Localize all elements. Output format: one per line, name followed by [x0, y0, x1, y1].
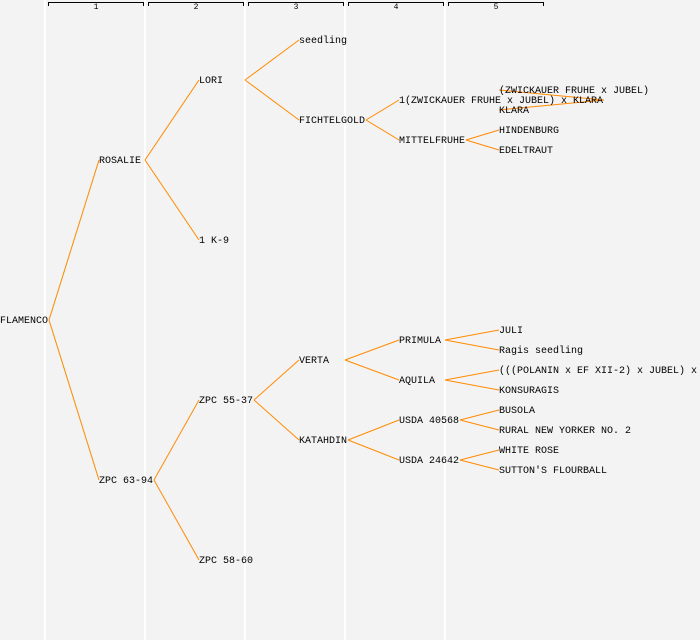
pedigree-node[interactable]: JULI — [499, 326, 524, 337]
generation-label-1: 1 — [93, 3, 99, 12]
pedigree-node[interactable]: ZPC 63-94 — [99, 476, 154, 487]
pedigree-node[interactable]: RURAL NEW YORKER NO. 2 — [499, 426, 632, 437]
pedigree-node[interactable]: (ZWICKAUER FRUHE x JUBEL) — [499, 86, 650, 97]
pedigree-link — [153, 479, 200, 561]
pedigree-link — [459, 419, 500, 431]
pedigree-node[interactable]: HINDENBURG — [499, 126, 560, 137]
generation-bracket — [248, 2, 344, 6]
pedigree-node[interactable]: BUSOLA — [499, 406, 536, 417]
column-divider — [344, 0, 346, 640]
pedigree-link — [498, 99, 605, 111]
pedigree-link — [459, 459, 500, 471]
pedigree-link — [347, 419, 400, 441]
pedigree-link — [465, 139, 500, 151]
generation-label-4: 4 — [393, 3, 399, 12]
pedigree-node[interactable]: (((POLANIN x EF XII-2) x JUBEL) x — [499, 366, 698, 377]
generation-label-2: 2 — [193, 3, 199, 12]
pedigree-node[interactable]: LORI — [199, 76, 224, 87]
column-divider — [444, 0, 446, 640]
pedigree-node[interactable]: MITTELFRUHE — [399, 136, 466, 147]
pedigree-node[interactable]: SUTTON'S FLOURBALL — [499, 466, 608, 477]
generation-label-3: 3 — [293, 3, 299, 12]
pedigree-node[interactable]: seedling — [299, 36, 348, 47]
column-divider — [144, 0, 146, 640]
pedigree-link — [498, 89, 605, 101]
pedigree-link — [48, 319, 100, 481]
pedigree-node[interactable]: FLAMENCO — [0, 316, 49, 327]
column-divider — [44, 0, 46, 640]
pedigree-link — [253, 399, 300, 441]
pedigree-node[interactable]: KATAHDIN — [299, 436, 348, 447]
pedigree-link — [459, 449, 500, 461]
pedigree-node[interactable]: KONSURAGIS — [499, 386, 560, 397]
pedigree-node[interactable]: VERTA — [299, 356, 330, 367]
pedigree-link — [459, 409, 500, 421]
pedigree-link — [347, 439, 400, 461]
pedigree-link — [444, 329, 500, 341]
generation-bracket — [448, 2, 544, 6]
pedigree-link — [344, 359, 400, 381]
pedigree-link — [244, 39, 300, 81]
pedigree-link — [365, 99, 400, 121]
pedigree-node[interactable]: ZPC 58-60 — [199, 556, 254, 567]
pedigree-node[interactable]: USDA 24642 — [399, 456, 460, 467]
pedigree-link — [48, 159, 100, 321]
pedigree-link — [144, 159, 200, 241]
generation-bracket — [148, 2, 244, 6]
pedigree-node[interactable]: ZPC 55-37 — [199, 396, 254, 407]
generation-bracket — [48, 2, 144, 6]
pedigree-node[interactable]: 1(ZWICKAUER FRUHE x JUBEL) x KLARA — [399, 96, 604, 107]
pedigree-node[interactable]: FICHTELGOLD — [299, 116, 366, 127]
pedigree-link — [365, 119, 400, 141]
pedigree-node[interactable]: USDA 40568 — [399, 416, 460, 427]
generation-label-5: 5 — [493, 3, 499, 12]
pedigree-link — [244, 79, 300, 121]
pedigree-node[interactable]: 1 K-9 — [199, 236, 230, 247]
pedigree-node[interactable]: PRIMULA — [399, 336, 442, 347]
pedigree-node[interactable]: ROSALIE — [99, 156, 142, 167]
pedigree-node[interactable]: AQUILA — [399, 376, 436, 387]
pedigree-link — [444, 369, 500, 381]
pedigree-node[interactable]: KLARA — [499, 106, 530, 117]
pedigree-link — [144, 79, 200, 161]
pedigree-link — [253, 359, 300, 401]
pedigree-node[interactable]: Ragis seedling — [499, 346, 584, 357]
column-divider — [244, 0, 246, 640]
pedigree-node[interactable]: EDELTRAUT — [499, 146, 554, 157]
pedigree-link — [444, 379, 500, 391]
pedigree-link — [465, 129, 500, 141]
generation-bracket — [348, 2, 444, 6]
pedigree-link — [153, 399, 200, 481]
pedigree-node[interactable]: WHITE ROSE — [499, 446, 560, 457]
pedigree-link — [444, 339, 500, 351]
pedigree-link — [344, 339, 400, 361]
